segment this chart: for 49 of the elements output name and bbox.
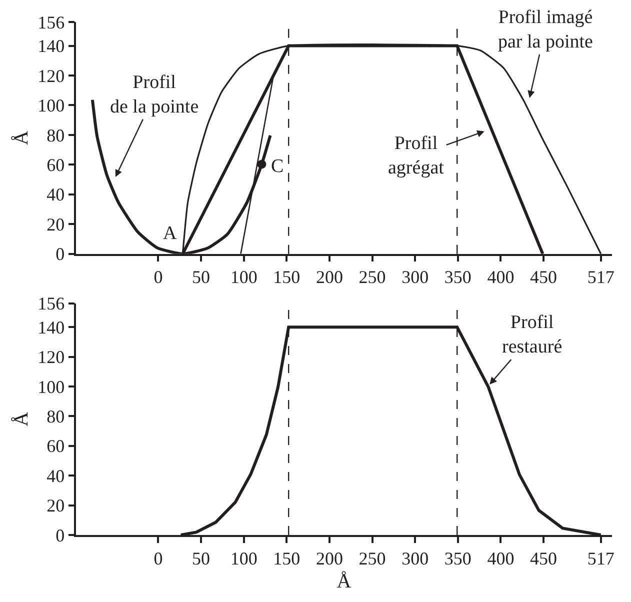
annotation: Profil imagé par la pointe (498, 7, 593, 53)
x-tick-label: 517 (587, 267, 614, 288)
x-tick-label: 250 (358, 548, 386, 568)
x-tick-label: 0 (154, 267, 163, 288)
x-tick-label: 200 (316, 548, 343, 568)
x-tick-label: 517 (587, 548, 614, 568)
y-tick-label: 100 (38, 96, 65, 116)
x-tick-label: 200 (316, 267, 343, 288)
y-axis-title: Å (10, 130, 33, 146)
x-tick-label: 300 (402, 548, 429, 568)
y-tick-label: 60 (46, 436, 65, 456)
x-tick-label: 100 (230, 267, 258, 288)
y-tick-label: 40 (46, 466, 65, 486)
y-tick-label: 0 (56, 525, 65, 546)
x-tick-label: 150 (273, 267, 300, 288)
x-tick-label: 450 (530, 267, 557, 288)
y-tick-label: 80 (46, 125, 65, 146)
x-tick-label: 300 (402, 267, 429, 288)
y-tick-label: 140 (38, 317, 65, 338)
annotation: Profil restauré (502, 312, 562, 358)
x-tick-label: 100 (230, 548, 258, 568)
y-tick-label: 100 (38, 376, 65, 397)
x-tick-label: 0 (154, 548, 163, 568)
y-tick-label: 140 (38, 36, 65, 56)
y-tick-label: 60 (46, 154, 65, 175)
x-tick-label: 450 (530, 548, 557, 568)
x-tick-label: 350 (444, 267, 472, 288)
y-tick-label: 156 (38, 12, 65, 32)
x-tick-label: 50 (192, 267, 210, 288)
y-axis-title: Å (10, 411, 33, 426)
y-tick-label: 0 (56, 244, 65, 264)
y-tick-label: 40 (46, 184, 65, 205)
x-tick-label: 400 (487, 548, 514, 568)
x-tick-label: 250 (358, 267, 386, 288)
annotation: Profil agrégat (388, 133, 445, 179)
x-axis-title: Å (336, 570, 352, 592)
y-tick-label: 20 (46, 496, 65, 516)
y-tick-label: 20 (46, 214, 65, 234)
x-tick-label: 350 (444, 548, 472, 568)
annotation: C (271, 156, 284, 177)
y-tick-label: 156 (38, 294, 65, 314)
annotation: A (163, 223, 177, 244)
y-tick-label: 120 (38, 66, 65, 86)
y-tick-label: 120 (38, 347, 65, 368)
x-tick-label: 150 (273, 548, 300, 568)
y-tick-label: 80 (46, 406, 65, 426)
x-tick-label: 50 (192, 548, 210, 568)
x-tick-label: 400 (487, 267, 514, 288)
annotation: Profil de la pointe (110, 72, 199, 118)
